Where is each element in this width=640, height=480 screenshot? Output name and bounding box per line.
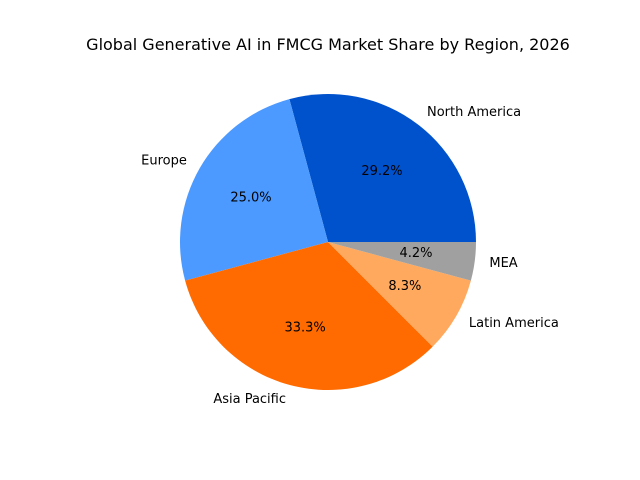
slice-label-mea: MEA	[489, 256, 517, 271]
chart-title: Global Generative AI in FMCG Market Shar…	[86, 35, 570, 54]
pie-slices	[179, 94, 476, 390]
slice-label-asia-pacific: Asia Pacific	[213, 392, 286, 407]
slice-percent-asia-pacific: 33.3%	[284, 320, 325, 335]
pie-slice-europe	[179, 99, 328, 281]
pie-slice-asia-pacific	[185, 242, 433, 390]
slice-label-europe: Europe	[141, 153, 187, 168]
slice-percent-north-america: 29.2%	[361, 164, 402, 179]
pie-slice-latin-america	[328, 242, 471, 347]
pie-slice-mea	[328, 242, 476, 281]
slice-percent-latin-america: 8.3%	[388, 279, 421, 294]
pie-slice-north-america	[289, 94, 476, 242]
slice-label-latin-america: Latin America	[469, 316, 559, 331]
slice-percent-mea: 4.2%	[400, 246, 433, 261]
pie-labels: North America 29.2% Europe 25.0% Asia Pacifi…	[141, 105, 559, 407]
slice-label-north-america: North America	[427, 105, 521, 120]
slice-percent-europe: 25.0%	[230, 190, 271, 205]
